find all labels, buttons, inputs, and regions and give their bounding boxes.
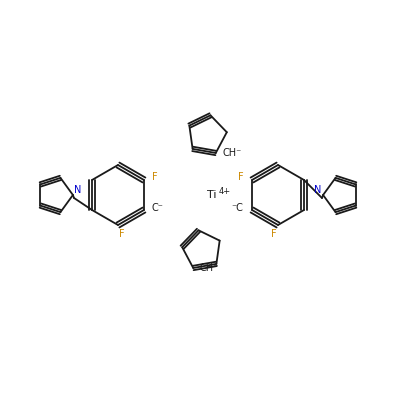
Text: Ti: Ti <box>207 190 216 200</box>
Text: CH⁻: CH⁻ <box>200 263 219 273</box>
Text: N: N <box>314 185 322 195</box>
Text: ⁻C: ⁻C <box>231 203 243 213</box>
Text: 4+: 4+ <box>219 186 231 196</box>
Text: F: F <box>271 229 277 239</box>
Text: C⁻: C⁻ <box>151 203 163 213</box>
Text: F: F <box>238 172 244 182</box>
Text: CH⁻: CH⁻ <box>222 148 241 158</box>
Text: F: F <box>152 172 158 182</box>
Text: N: N <box>74 185 82 195</box>
Text: F: F <box>119 229 125 239</box>
